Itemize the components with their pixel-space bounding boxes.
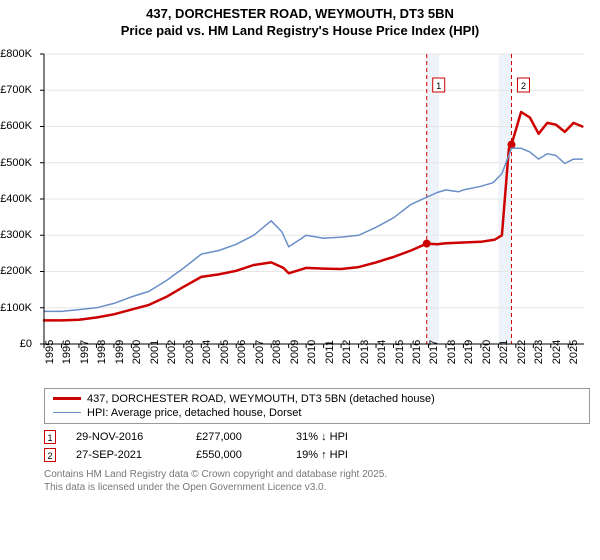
x-axis-tick-label: 2017 [428,340,440,364]
y-axis-tick-label: £500K [0,157,32,169]
x-axis-tick-label: 2007 [254,340,266,364]
sale-delta: 19% ↑ HPI [296,449,396,461]
x-axis-tick-label: 1996 [61,340,73,364]
svg-text:1: 1 [436,81,441,91]
sales-table: 1 29-NOV-2016£277,00031% ↓ HPI 2 27-SEP-202… [44,428,590,464]
x-axis-tick-label: 2003 [184,340,196,364]
x-axis-tick-label: 2006 [236,340,248,364]
title-line-1: 437, DORCHESTER ROAD, WEYMOUTH, DT3 5BN [4,6,596,23]
x-axis-tick-label: 2004 [201,340,213,364]
legend-label: 437, DORCHESTER ROAD, WEYMOUTH, DT3 5BN … [87,393,435,405]
chart-area: 12 £0£100K£200K£300K£400K£500K£600K£700K… [0,44,592,384]
y-axis-tick-label: £400K [0,193,32,205]
sale-marker: 2 [44,448,56,462]
sale-row: 2 27-SEP-2021£550,00019% ↑ HPI [44,446,590,464]
x-axis-tick-label: 2025 [568,340,580,364]
sale-date: 29-NOV-2016 [76,431,196,443]
svg-text:2: 2 [521,81,526,91]
x-axis-tick-label: 2005 [219,340,231,364]
x-axis-tick-label: 1998 [96,340,108,364]
sale-price: £277,000 [196,431,296,443]
y-axis-tick-label: £700K [0,84,32,96]
chart-title: 437, DORCHESTER ROAD, WEYMOUTH, DT3 5BN … [0,0,600,40]
line-chart: 12 [0,44,592,384]
x-axis-tick-label: 2014 [376,340,388,364]
x-axis-tick-label: 2001 [149,340,161,364]
x-axis-tick-label: 2019 [463,340,475,364]
legend-swatch [53,412,81,413]
legend-item: HPI: Average price, detached house, Dors… [53,406,581,420]
sale-marker: 1 [44,430,56,444]
y-axis-tick-label: £300K [0,229,32,241]
y-axis-tick-label: £100K [0,302,32,314]
sale-price: £550,000 [196,449,296,461]
x-axis-tick-label: 2015 [394,340,406,364]
footer-line-1: Contains HM Land Registry data © Crown c… [44,468,590,481]
x-axis-tick-label: 2009 [289,340,301,364]
x-axis-tick-label: 2016 [411,340,423,364]
x-axis-tick-label: 2020 [481,340,493,364]
legend: 437, DORCHESTER ROAD, WEYMOUTH, DT3 5BN … [44,388,590,424]
y-axis-tick-label: £600K [0,120,32,132]
x-axis-tick-label: 1999 [114,340,126,364]
legend-label: HPI: Average price, detached house, Dors… [87,407,301,419]
y-axis-tick-label: £0 [20,338,32,350]
x-axis-tick-label: 2012 [341,340,353,364]
legend-swatch [53,397,81,400]
title-line-2: Price paid vs. HM Land Registry's House … [4,23,596,40]
footer-note: Contains HM Land Registry data © Crown c… [44,468,590,494]
x-axis-tick-label: 1995 [44,340,56,364]
y-axis-tick-label: £200K [0,265,32,277]
sale-row: 1 29-NOV-2016£277,00031% ↓ HPI [44,428,590,446]
x-axis-tick-label: 2011 [324,340,336,364]
x-axis-tick-label: 2008 [271,340,283,364]
legend-item: 437, DORCHESTER ROAD, WEYMOUTH, DT3 5BN … [53,392,581,406]
x-axis-tick-label: 2021 [498,340,510,364]
footer-line-2: This data is licensed under the Open Gov… [44,481,590,494]
x-axis-tick-label: 2018 [446,340,458,364]
x-axis-tick-label: 2000 [131,340,143,364]
x-axis-tick-label: 2023 [533,340,545,364]
y-axis-tick-label: £800K [0,48,32,60]
x-axis-tick-label: 2002 [166,340,178,364]
x-axis-tick-label: 2013 [359,340,371,364]
x-axis-tick-label: 2024 [551,340,563,364]
x-axis-tick-label: 2010 [306,340,318,364]
x-axis-tick-label: 1997 [79,340,91,364]
x-axis-tick-label: 2022 [516,340,528,364]
sale-date: 27-SEP-2021 [76,449,196,461]
sale-delta: 31% ↓ HPI [296,431,396,443]
